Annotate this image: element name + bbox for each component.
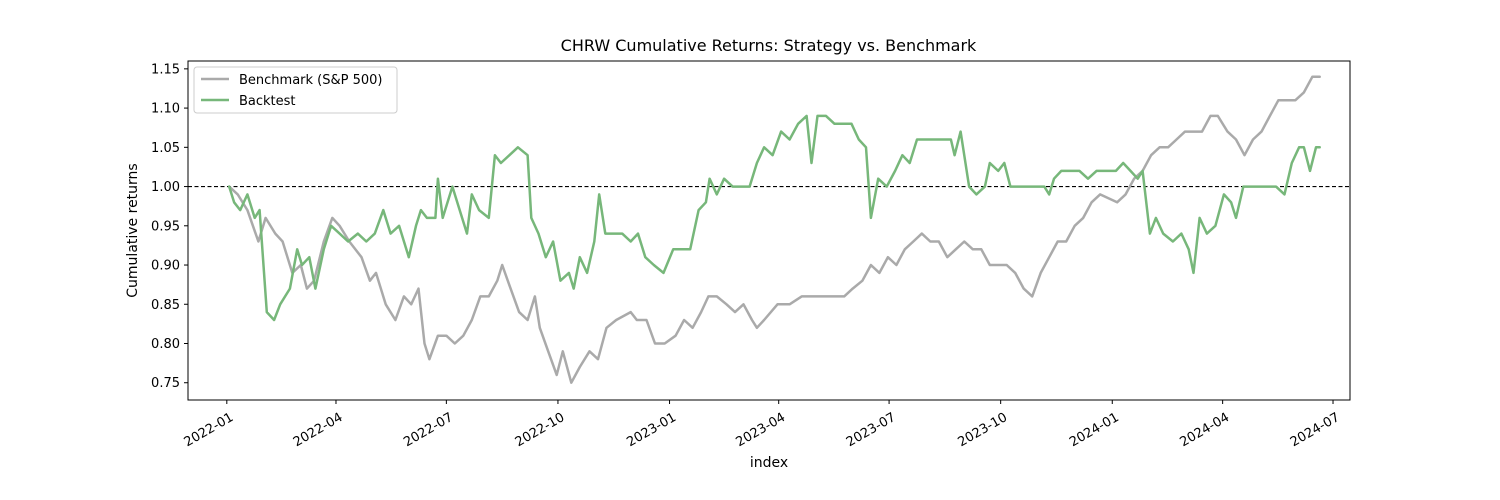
- y-tick-label: 1.15: [151, 62, 180, 77]
- x-axis-label: index: [750, 455, 788, 471]
- y-tick-label: 1.05: [151, 141, 180, 156]
- legend: Benchmark (S&P 500) Backtest: [193, 66, 398, 114]
- y-axis-label: Cumulative returns: [125, 163, 141, 297]
- chart-title: CHRW Cumulative Returns: Strategy vs. Be…: [561, 36, 977, 55]
- y-tick-label: 1.10: [151, 102, 180, 117]
- y-tick-label: 0.80: [151, 337, 180, 352]
- legend-label-backtest: Backtest: [239, 94, 296, 109]
- y-tick-label: 1.00: [151, 180, 180, 195]
- plot-frame: [187, 60, 1351, 401]
- legend-label-benchmark: Benchmark (S&P 500): [239, 73, 383, 88]
- plot-area: [188, 61, 1350, 400]
- series-layer: [227, 75, 1321, 384]
- y-tick-label: 0.75: [151, 376, 180, 391]
- y-tick-label: 0.95: [151, 219, 180, 234]
- legend-box: [193, 66, 398, 114]
- y-tick-label: 0.85: [151, 298, 180, 313]
- y-tick-label: 0.90: [151, 259, 180, 274]
- series-line-backtest: [227, 114, 1321, 322]
- y-axis: 0.75 0.80 0.85 0.90 0.95 1.00 1.05 1.10 1.15: [151, 62, 188, 391]
